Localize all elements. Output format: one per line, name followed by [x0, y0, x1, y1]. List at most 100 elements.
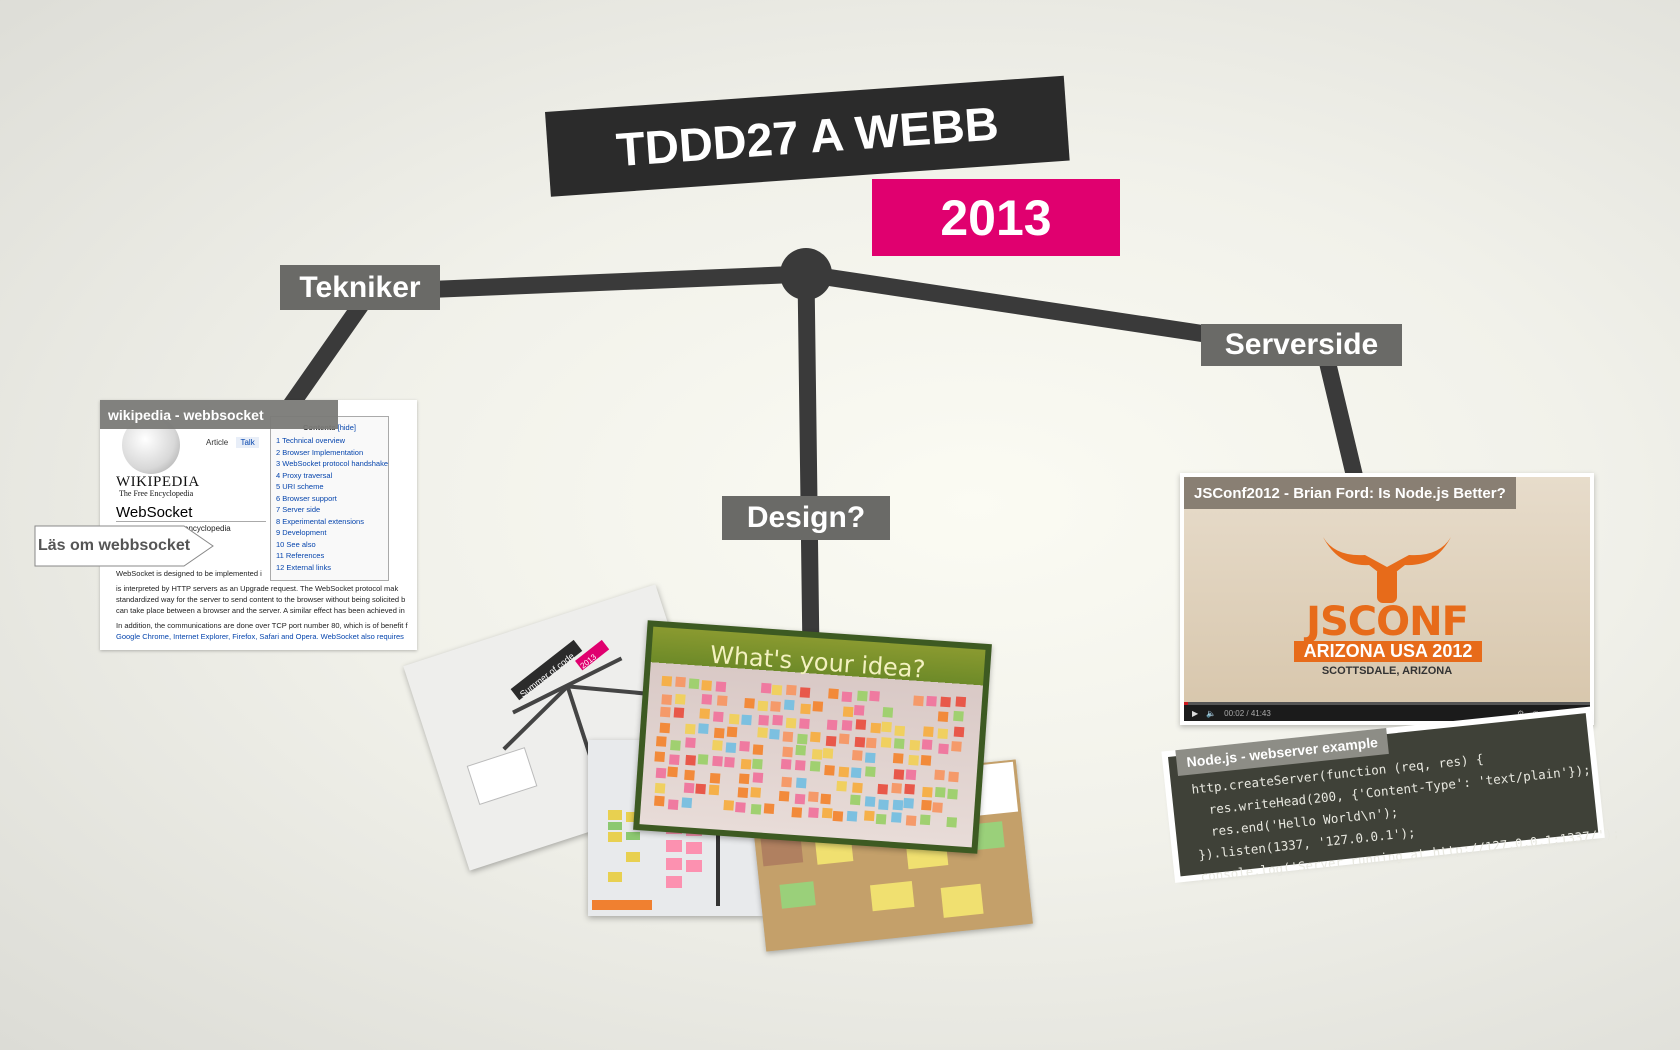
branch-label-serverside[interactable]: Serverside: [1201, 324, 1402, 366]
wikipedia-tabs: Article Talk: [206, 437, 265, 448]
postit-note: [892, 799, 904, 811]
postit-note: [667, 766, 678, 778]
video-controls: ▶ 🔈 00:02 / 41:43 ⚙ ◉ ▭ ▢ ⛶: [1184, 705, 1590, 721]
postit-note: [811, 749, 823, 760]
postit-note: [903, 797, 914, 809]
postit-note: [795, 777, 807, 789]
branch-label-text: Tekniker: [299, 270, 421, 304]
postit-note: [661, 675, 673, 687]
postit-note: [851, 750, 863, 761]
postit-note: [820, 793, 832, 805]
postit-note: [668, 754, 680, 766]
large-player-icon[interactable]: ▢: [1562, 708, 1571, 718]
postit-note: [670, 740, 681, 751]
postit-note: [826, 719, 838, 731]
body-line: standardized way for the server to send …: [116, 595, 406, 604]
toc-item[interactable]: 2 Browser Implementation: [276, 447, 364, 457]
volume-icon[interactable]: 🔈: [1206, 708, 1217, 718]
callout-label[interactable]: Läs om webbsocket: [38, 537, 191, 554]
postit-note: [726, 726, 738, 738]
small-player-icon[interactable]: ▭: [1547, 708, 1555, 718]
callout-arrow-shape[interactable]: [34, 525, 214, 567]
wikipedia-wordmark: WIKIPEDIA: [116, 474, 200, 490]
branch-label-design[interactable]: Design?: [722, 496, 890, 540]
postit-note: [684, 723, 696, 735]
postit-note: [852, 782, 863, 794]
postit-note: [750, 803, 762, 815]
postit-note: [673, 707, 685, 719]
toc-item[interactable]: 7 Server side: [276, 505, 321, 514]
body-line: The WebSocket protocol mak: [298, 584, 399, 593]
postit-note: [938, 743, 949, 755]
jsconf-logo-text: JSCONF: [1306, 599, 1469, 645]
play-icon[interactable]: ▶: [1192, 708, 1199, 718]
toc-item[interactable]: 11 References: [276, 551, 325, 560]
longhorn-logo-icon: [1323, 537, 1451, 603]
toc-item[interactable]: 9 Development: [276, 528, 327, 537]
postit-note: [667, 799, 679, 810]
tab-talk[interactable]: Talk: [236, 437, 259, 448]
postit-note: [674, 693, 686, 705]
postit-note: [923, 726, 934, 738]
postit-note: [701, 694, 713, 705]
postit-note: [800, 703, 811, 715]
video-progress-bar[interactable]: [1184, 702, 1590, 705]
postit-note: [794, 793, 806, 805]
wikipedia-card[interactable]: wikipedia - webbsocket WIKIPEDIA The Fre…: [100, 400, 417, 650]
video-screen[interactable]: JSConf2012 - Brian Ford: Is Node.js Bett…: [1184, 477, 1590, 705]
postit-note: [763, 803, 775, 814]
toc-item[interactable]: 3 WebSocket protocol handshake: [276, 459, 389, 468]
postit-note: [712, 755, 723, 767]
fullscreen-icon[interactable]: ⛶: [1578, 708, 1584, 718]
postit-note: [791, 807, 803, 818]
postit-note: [854, 736, 866, 748]
postit-note: [708, 784, 720, 796]
toc-item[interactable]: 8 Experimental extensions: [276, 516, 364, 526]
postit-note: [778, 790, 790, 802]
toc-item[interactable]: 4 Proxy traversal: [276, 470, 333, 480]
postit-note: [724, 756, 735, 768]
postit-note: [865, 737, 877, 749]
postit-note: [654, 782, 666, 794]
postit-note: [701, 680, 712, 691]
video-player[interactable]: JSConf2012 - Brian Ford: Is Node.js Bett…: [1180, 473, 1594, 725]
photo-whats-your-idea[interactable]: What's your idea?: [633, 620, 992, 854]
postit-note: [864, 752, 876, 764]
settings-icon[interactable]: ⚙: [1517, 708, 1525, 718]
postit-note: [712, 711, 724, 723]
postit-note: [922, 786, 933, 798]
photo-prezi-thumbnail[interactable]: Summer of code 2013: [403, 584, 722, 871]
postit-note: [850, 767, 862, 779]
postit-note: [723, 799, 735, 811]
postit-note: [955, 696, 967, 708]
postit-note: [825, 735, 837, 747]
postit-note: [699, 708, 711, 720]
postit-note: [728, 713, 740, 725]
toc-hide-link[interactable]: [hide]: [337, 423, 356, 432]
postit-note: [822, 748, 834, 759]
body-line: In addition, the communications are done…: [116, 621, 408, 630]
postit-note: [685, 737, 696, 749]
toc-item[interactable]: 1 Technical overview: [276, 436, 346, 445]
postit-note: [780, 758, 792, 770]
postit-note: [953, 726, 965, 738]
body-line: is interpreted by HTTP servers as an Upg…: [116, 584, 299, 593]
annotations-icon[interactable]: ◉: [1532, 708, 1540, 718]
postit-note: [846, 810, 858, 822]
postit-note: [909, 739, 921, 751]
postit-note: [808, 807, 819, 819]
postit-note: [661, 694, 673, 705]
tab-article[interactable]: Article: [206, 438, 229, 447]
toc-item[interactable]: 5 URI scheme: [276, 482, 324, 491]
toc-item[interactable]: 12 External links: [276, 562, 332, 572]
postit-note: [921, 739, 933, 750]
postit-note: [752, 758, 763, 770]
postit-note: [932, 802, 943, 813]
postit-note: [894, 725, 906, 737]
video-caption: JSConf2012 - Brian Ford: Is Node.js Bett…: [1184, 477, 1516, 509]
body-line: WebSocket is designed to be implemented …: [116, 569, 262, 578]
branch-label-tekniker[interactable]: Tekniker: [280, 265, 440, 310]
postit-note: [893, 769, 905, 780]
toc-item[interactable]: 10 See also: [276, 539, 316, 549]
toc-item[interactable]: 6 Browser support: [276, 493, 337, 503]
